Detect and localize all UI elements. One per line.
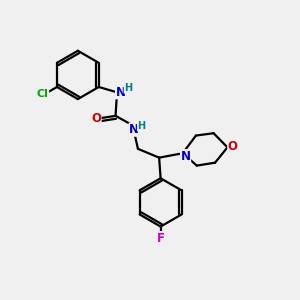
Text: O: O	[91, 112, 101, 125]
Text: F: F	[157, 232, 165, 244]
Text: Cl: Cl	[37, 89, 49, 99]
Text: N: N	[129, 123, 139, 136]
Text: N: N	[116, 86, 126, 99]
Text: H: H	[124, 83, 132, 93]
Text: O: O	[228, 140, 238, 153]
Text: N: N	[181, 150, 190, 163]
Text: H: H	[137, 121, 146, 131]
